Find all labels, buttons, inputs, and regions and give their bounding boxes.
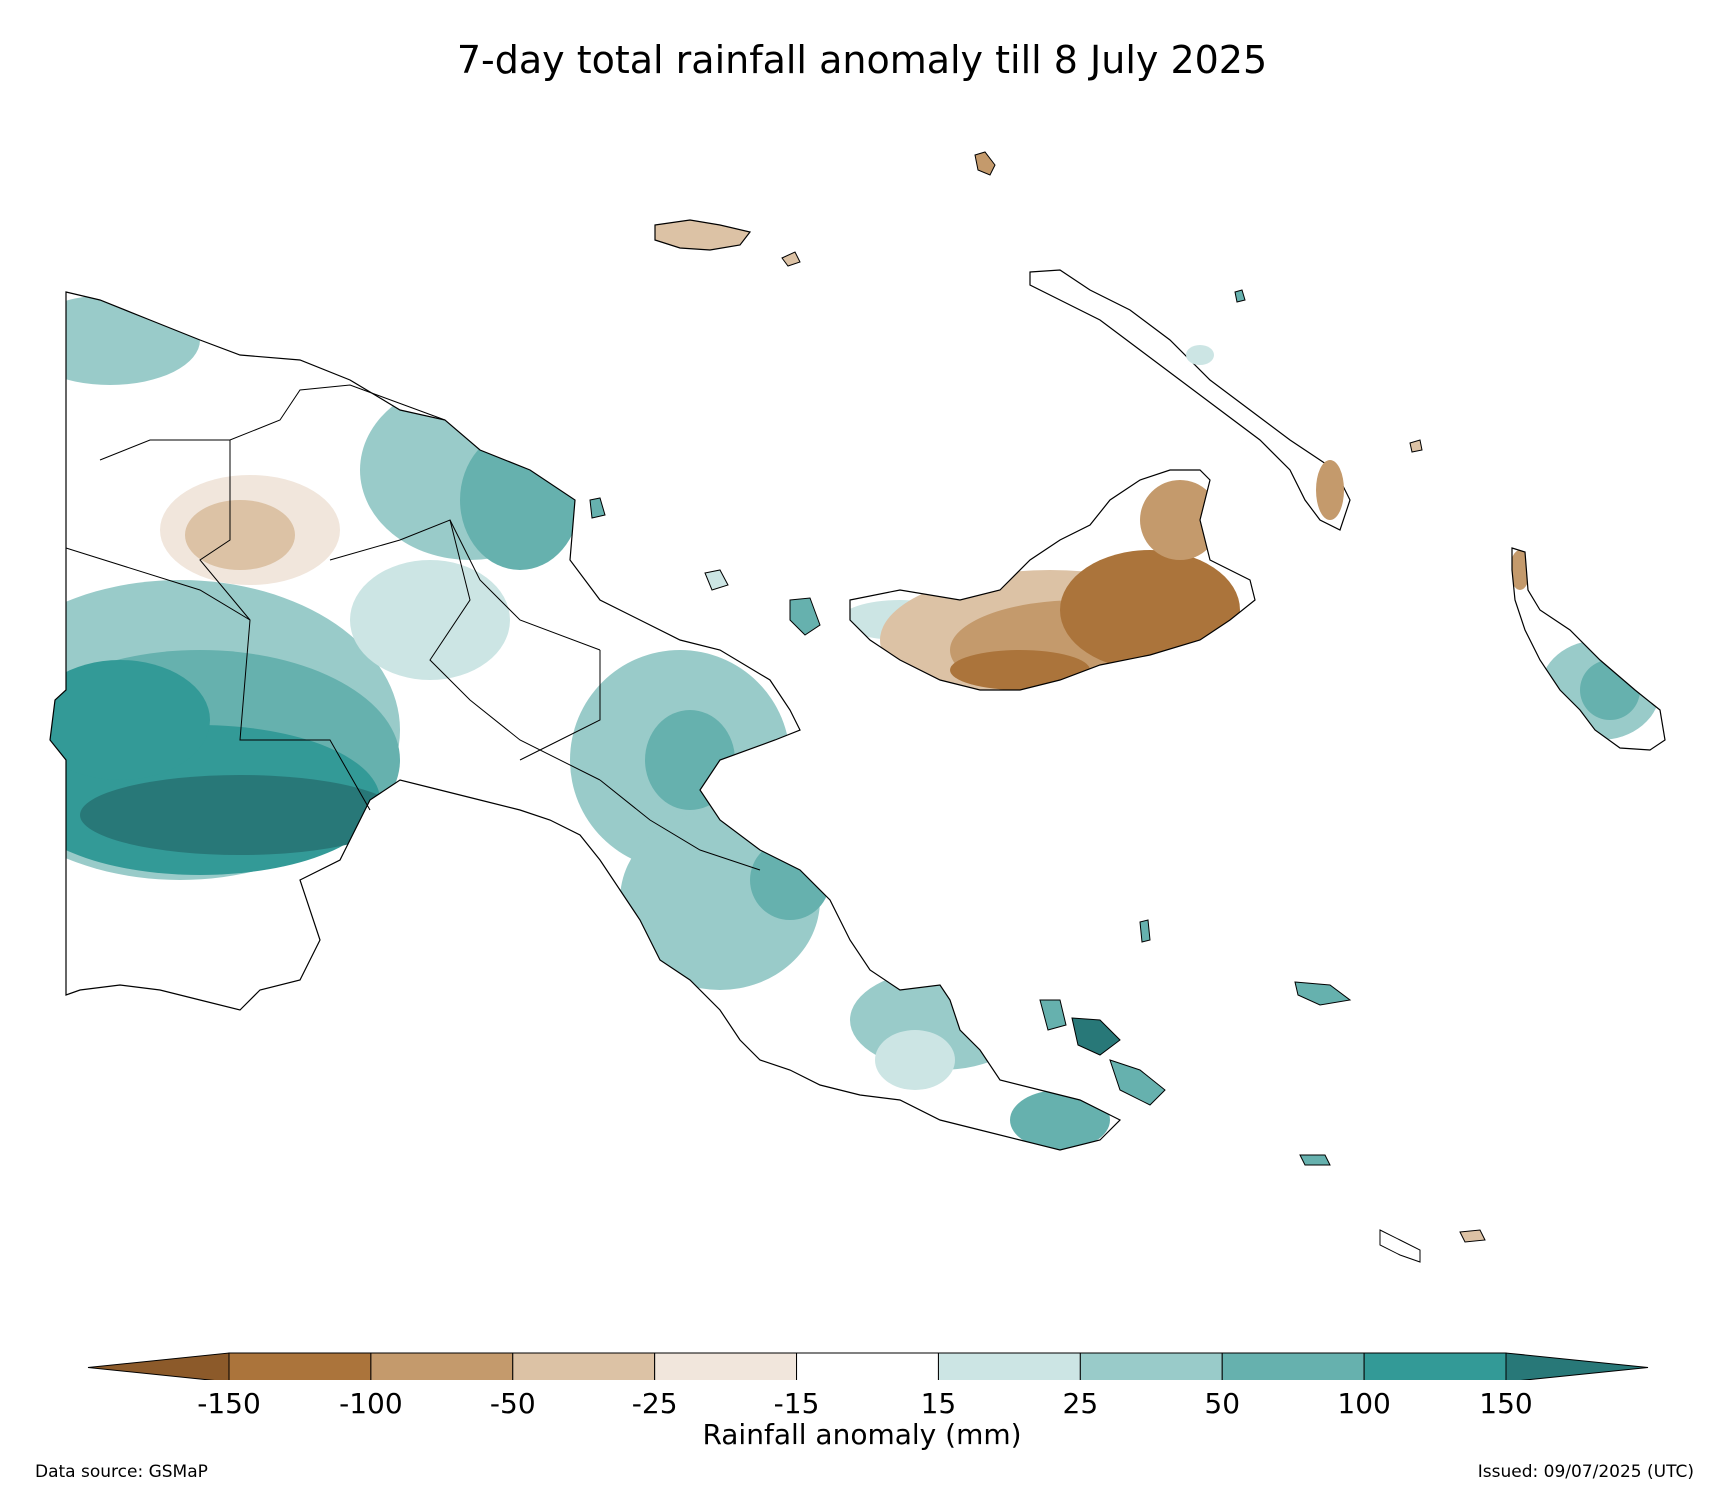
colorbar-bin [796, 1352, 939, 1380]
colorbar-tick-label: -50 [489, 1387, 536, 1420]
colorbar-bin [228, 1352, 372, 1380]
colorbar-tick-label: -25 [631, 1387, 678, 1420]
colorbar-tick-label: -15 [773, 1387, 820, 1420]
data-source-note: Data source: GSMaP [35, 1462, 208, 1482]
new-britain-coastline [849, 469, 1256, 691]
colorbar-tick-label: 25 [1062, 1387, 1099, 1420]
colorbar-tick-label: -150 [197, 1387, 261, 1420]
small-islands [589, 151, 1486, 1263]
new-ireland-dry-patch [1316, 460, 1344, 520]
province-boundaries [65, 384, 761, 871]
new-ireland-wet-patch [1186, 345, 1214, 365]
colorbar-tick-label: 50 [1204, 1387, 1241, 1420]
colorbar-bin [1221, 1352, 1365, 1380]
colorbar-bin [512, 1352, 656, 1380]
colorbar-extend-low [87, 1352, 230, 1380]
colorbar-tick-label: 100 [1337, 1387, 1391, 1420]
colorbar-tick-label: -100 [339, 1387, 403, 1420]
colorbar-bin [1363, 1352, 1507, 1380]
colorbar [87, 1352, 1649, 1380]
colorbar-bin [654, 1352, 798, 1380]
rainfall-anomaly-map [49, 151, 1666, 1263]
colorbar-bin [937, 1352, 1081, 1380]
colorbar-extend-high [1505, 1352, 1649, 1380]
manus-island [654, 219, 752, 251]
colorbar-label: Rainfall anomaly (mm) [702, 1418, 1022, 1451]
colorbar-tick-label: 15 [920, 1387, 957, 1420]
issued-date-note: Issued: 09/07/2025 (UTC) [1477, 1462, 1694, 1482]
bougainville-coastline [1511, 547, 1666, 751]
manus-east-islet [781, 251, 801, 267]
map-title: 7-day total rainfall anomaly till 8 July… [456, 38, 1268, 82]
colorbar-bin [370, 1352, 514, 1380]
colorbar-tick-label: 150 [1479, 1387, 1533, 1420]
mainland-coastline [49, 291, 1122, 1151]
colorbar-bin [1079, 1352, 1223, 1380]
